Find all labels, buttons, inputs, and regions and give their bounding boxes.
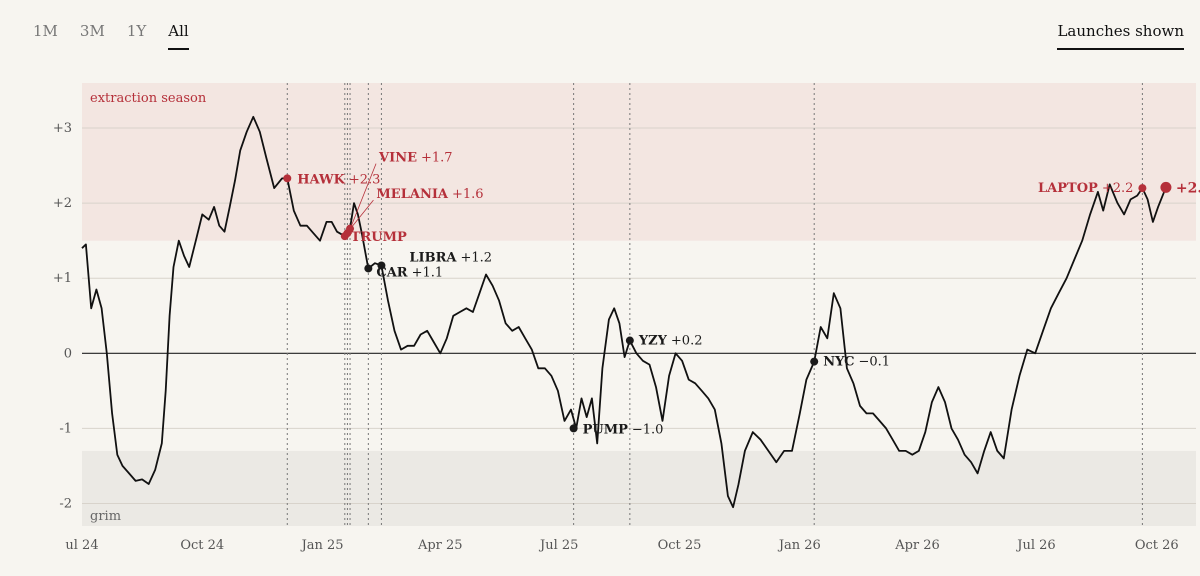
event-label-trump: TRUMP <box>351 230 407 245</box>
event-label-hawk: HAWK +2.3 <box>297 172 380 187</box>
event-label-melania: MELANIA +1.6 <box>376 187 483 202</box>
y-tick-label: +3 <box>53 121 72 136</box>
leader-line-melania <box>348 199 374 232</box>
range-selector: 1M 3M 1Y All <box>33 22 211 50</box>
launches-shown-toggle[interactable]: Launches shown <box>1057 22 1184 50</box>
event-marker-libra <box>377 261 386 270</box>
event-marker-hawk <box>283 174 292 183</box>
event-marker-melania <box>343 229 352 238</box>
event-label-pump: PUMP −1.0 <box>583 422 664 437</box>
event-label-laptop: LAPTOP +2.2 <box>1038 181 1133 196</box>
leader-line-vine <box>350 163 377 227</box>
current-value-label: +2.21 <box>1176 180 1200 196</box>
event-label-car: CAR +1.1 <box>376 265 443 280</box>
x-tick-label: Oct 26 <box>1135 538 1179 553</box>
y-tick-label: +2 <box>53 196 72 211</box>
series-line <box>81 115 1167 509</box>
event-value: +1.6 <box>452 187 484 202</box>
event-name: TRUMP <box>351 230 407 245</box>
event-name: VINE <box>378 151 417 166</box>
y-tick-label: +1 <box>53 271 72 286</box>
event-label-yzy: YZY +0.2 <box>638 334 703 349</box>
event-value: +1.7 <box>421 151 453 166</box>
y-tick-label: -2 <box>59 496 72 511</box>
current-value-marker <box>1160 181 1172 193</box>
range-tab-1y[interactable]: 1Y <box>126 22 147 40</box>
y-tick-label: 0 <box>64 346 72 361</box>
x-tick-label: Apr 26 <box>894 538 940 553</box>
event-name: MELANIA <box>376 187 448 202</box>
event-name: HAWK <box>297 172 345 187</box>
event-name: LAPTOP <box>1038 181 1098 196</box>
band-extraction-season <box>82 83 1196 241</box>
x-tick-label: ul 24 <box>65 538 98 553</box>
event-name: LIBRA <box>409 250 457 265</box>
event-value: +0.2 <box>671 334 703 349</box>
event-name: YZY <box>638 334 668 349</box>
event-name: NYC <box>823 355 854 370</box>
event-marker-pump <box>569 424 578 433</box>
x-tick-label: Oct 24 <box>180 538 224 553</box>
event-marker-laptop <box>1138 184 1147 193</box>
band-grim <box>82 450 1196 526</box>
event-label-vine: VINE +1.7 <box>378 151 453 166</box>
event-value: −0.1 <box>858 355 890 370</box>
x-tick-label: Apr 25 <box>417 538 463 553</box>
event-value: +2.3 <box>349 172 381 187</box>
event-name: PUMP <box>583 422 629 437</box>
x-tick-label: Jul 26 <box>1015 538 1055 553</box>
range-tab-1m[interactable]: 1M <box>33 22 58 40</box>
x-tick-label: Jan 26 <box>777 538 821 553</box>
event-marker-yzy <box>625 336 634 345</box>
x-tick-label: Jan 25 <box>300 538 344 553</box>
event-value: +2.2 <box>1102 181 1134 196</box>
range-tab-all[interactable]: All <box>168 22 189 50</box>
event-marker-car <box>364 264 373 273</box>
event-value: −1.0 <box>632 422 664 437</box>
y-tick-label: -1 <box>59 421 72 436</box>
event-value: +1.2 <box>461 250 493 265</box>
band-label-extraction-season: extraction season <box>90 91 207 106</box>
event-label-nyc: NYC −0.1 <box>823 355 890 370</box>
event-value: +1.1 <box>412 265 444 280</box>
event-name: CAR <box>376 265 407 280</box>
x-tick-label: Jul 25 <box>538 538 578 553</box>
event-marker-nyc <box>810 357 819 366</box>
x-tick-label: Oct 25 <box>658 538 702 553</box>
range-tab-3m[interactable]: 3M <box>79 22 105 40</box>
band-label-grim: grim <box>90 509 121 524</box>
event-label-libra: LIBRA +1.2 <box>409 250 492 265</box>
